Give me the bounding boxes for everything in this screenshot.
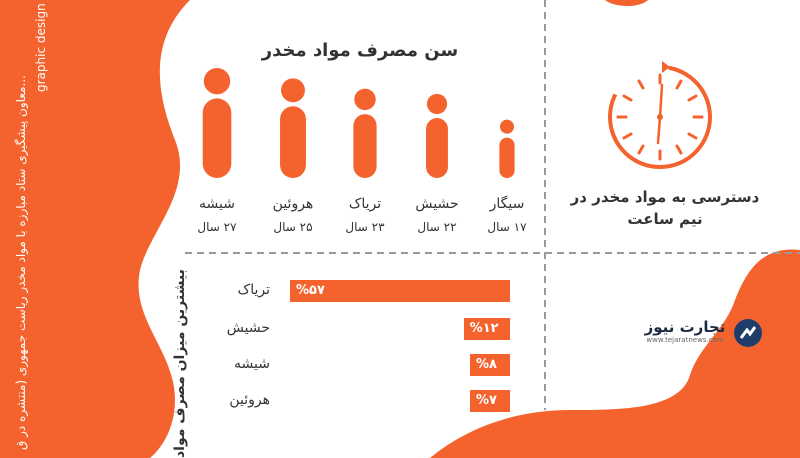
person-category-label: سیگار bbox=[489, 196, 525, 212]
person-mark bbox=[499, 119, 515, 178]
person-category-label: هروئین bbox=[272, 196, 314, 212]
clock-icon bbox=[608, 61, 712, 169]
side-credit-fa: ...معاون پیشگیری ستاد مبارزه با مواد مخد… bbox=[14, 75, 28, 450]
consumption-bar-value: %۵۷ bbox=[296, 283, 325, 298]
person-category-label: تریاک bbox=[348, 196, 382, 212]
age-chart-title: سن مصرف مواد مخدر bbox=[261, 40, 459, 61]
consumption-bar-value: %۸ bbox=[476, 357, 497, 372]
age-chart-people bbox=[202, 68, 515, 178]
person-category-label: شیشه bbox=[199, 196, 235, 212]
person-age-label: ۲۷ سال bbox=[197, 220, 237, 234]
person-age-label: ۲۳ سال bbox=[345, 220, 385, 234]
brand-logo: تجارت نیوز www.tejaratnews.com bbox=[630, 318, 740, 344]
person-age-label: ۱۷ سال bbox=[487, 220, 527, 234]
consumption-chart-title: بیشترین میزان مصرف مواد bbox=[172, 269, 188, 458]
brand-name: تجارت نیوز bbox=[644, 318, 726, 336]
person-mark bbox=[202, 68, 232, 178]
brand-logo-icon bbox=[734, 319, 762, 347]
person-age-label: ۲۵ سال bbox=[273, 220, 313, 234]
side-credit-en: graphic design bbox=[34, 3, 48, 92]
consumption-bar-label: شیشه bbox=[234, 356, 270, 372]
person-category-label: حشیش bbox=[415, 196, 459, 212]
consumption-bar bbox=[463, 318, 510, 340]
consumption-bar-label: تریاک bbox=[237, 282, 270, 298]
person-age-label: ۲۲ سال bbox=[417, 220, 457, 234]
consumption-bar bbox=[470, 354, 510, 376]
person-mark bbox=[280, 78, 306, 178]
consumption-bar bbox=[290, 280, 510, 302]
person-mark bbox=[353, 88, 377, 178]
consumption-bar-label: حشیش bbox=[226, 320, 270, 336]
consumption-bar-label: هروئین bbox=[229, 392, 270, 408]
consumption-bar-value: %۷ bbox=[476, 393, 497, 408]
person-mark bbox=[426, 93, 448, 178]
clock-title: دسترسی به مواد مخدر در نیم ساعت bbox=[570, 188, 760, 228]
consumption-bar-value: %۱۲ bbox=[469, 321, 499, 336]
consumption-bar bbox=[470, 390, 510, 412]
brand-url: www.tejaratnews.com bbox=[646, 336, 724, 344]
